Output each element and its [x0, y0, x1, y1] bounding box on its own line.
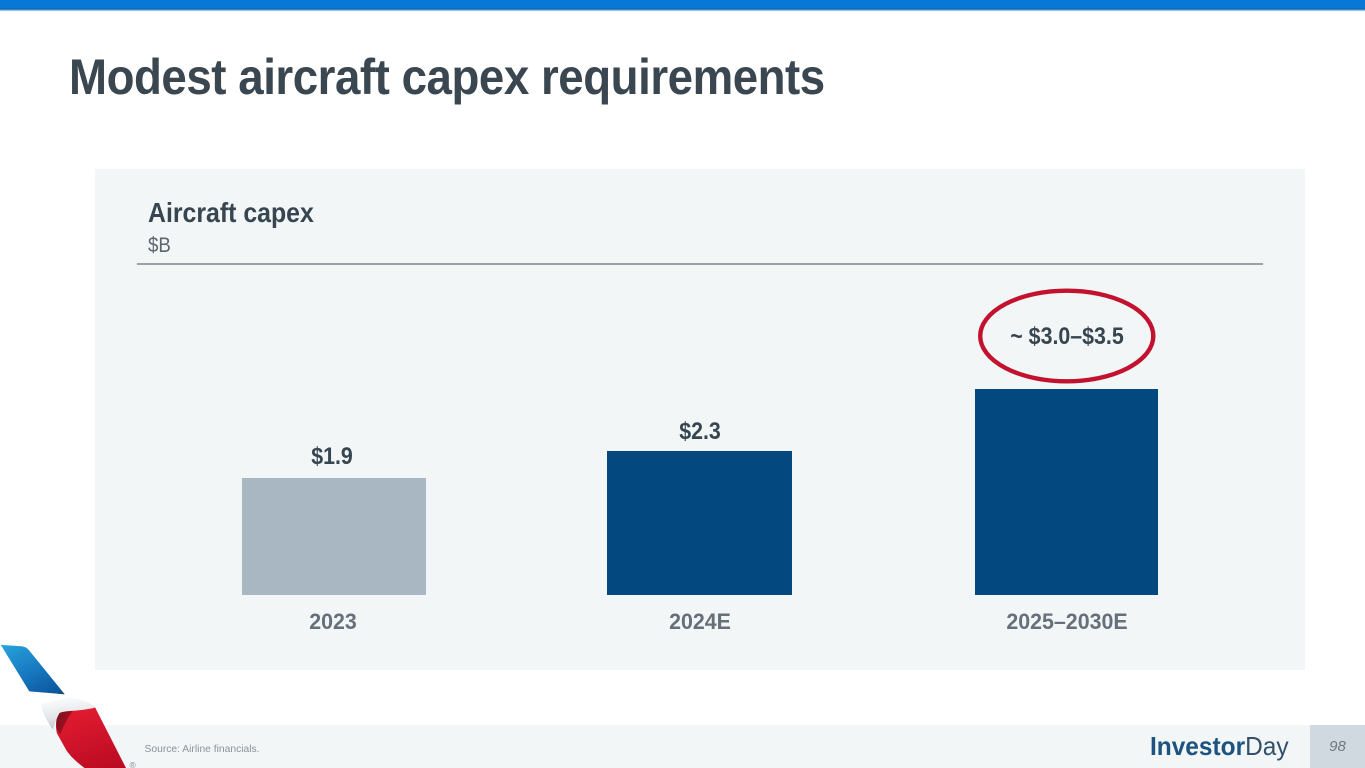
svg-text:®: ® [130, 760, 137, 768]
